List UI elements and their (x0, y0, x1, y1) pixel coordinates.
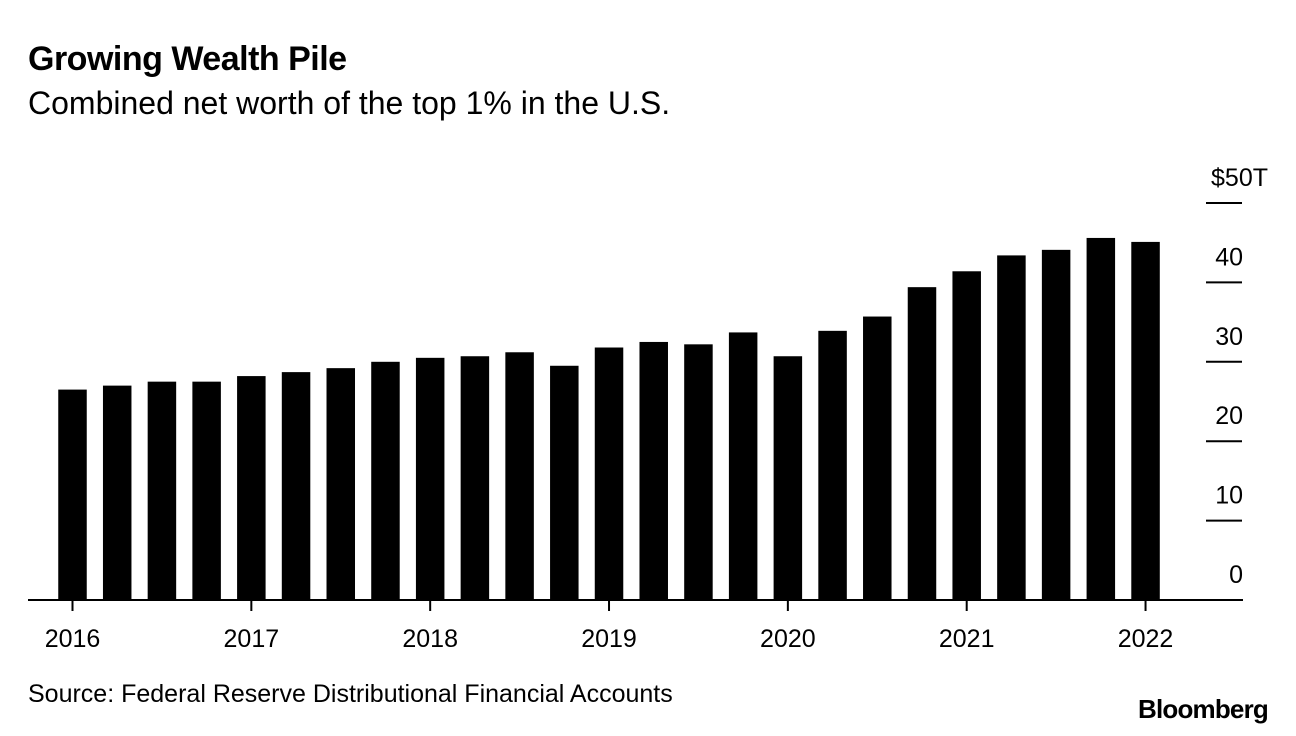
bar-2018-q4 (550, 365, 579, 600)
bar-2018-q1 (415, 357, 445, 600)
x-axis: 2016 2017 2018 2019 2020 2021 2022 (28, 599, 1243, 653)
bloomberg-logo: Bloomberg (1137, 694, 1269, 724)
bar-2016-q1 (58, 389, 87, 600)
chart-subtitle: Combined net worth of the top 1% in the … (28, 85, 671, 121)
y-tick-label-40: 40 (1215, 243, 1243, 271)
y-tick-label-20: 20 (1215, 402, 1243, 430)
bar-2017-q4 (371, 361, 400, 600)
chart-title: Growing Wealth Pile (28, 40, 347, 78)
bar-2020-q1 (773, 356, 803, 600)
bar-2019-q4 (728, 332, 758, 600)
bar-2021-q2 (997, 255, 1026, 600)
bar-2019-q2 (639, 341, 668, 600)
y-tick-label-30: 30 (1215, 323, 1243, 351)
bar-2020-q4 (907, 287, 937, 600)
x-tick-label-2018: 2018 (402, 625, 458, 653)
bar-2020-q3 (863, 316, 892, 600)
bar-2019-q3 (684, 344, 713, 600)
x-tick-label-2016: 2016 (45, 625, 101, 653)
bar-2020-q2 (818, 330, 847, 600)
x-tick-label-2021: 2021 (939, 625, 995, 653)
x-tick-label-2017: 2017 (224, 625, 280, 653)
x-tick-label-2022: 2022 (1118, 625, 1174, 653)
bar-2017-q3 (326, 368, 356, 600)
bar-2021-q1 (952, 271, 981, 600)
bar-2016-q3 (147, 381, 177, 600)
x-tick-label-2020: 2020 (760, 625, 816, 653)
bar-2022-q1 (1131, 241, 1160, 600)
source-note: Source: Federal Reserve Distributional F… (28, 680, 673, 708)
bar-2016-q4 (192, 381, 221, 600)
bar-2018-q2 (460, 356, 490, 600)
x-tick-label-2019: 2019 (581, 625, 637, 653)
y-axis: 0 10 20 30 40 $50T (1206, 164, 1268, 589)
y-tick-label-10: 10 (1215, 482, 1243, 510)
bar-2019-q1 (594, 347, 624, 600)
bar-2017-q2 (281, 372, 311, 600)
bar-2018-q3 (505, 352, 534, 600)
y-tick-label-0: 0 (1229, 561, 1243, 589)
bar-2021-q3 (1041, 249, 1071, 600)
y-tick-label-50: $50T (1211, 164, 1268, 192)
bars-layer (58, 237, 1160, 600)
bar-2017-q1 (237, 376, 266, 600)
bar-2016-q2 (102, 385, 132, 600)
bar-2021-q4 (1086, 237, 1116, 600)
